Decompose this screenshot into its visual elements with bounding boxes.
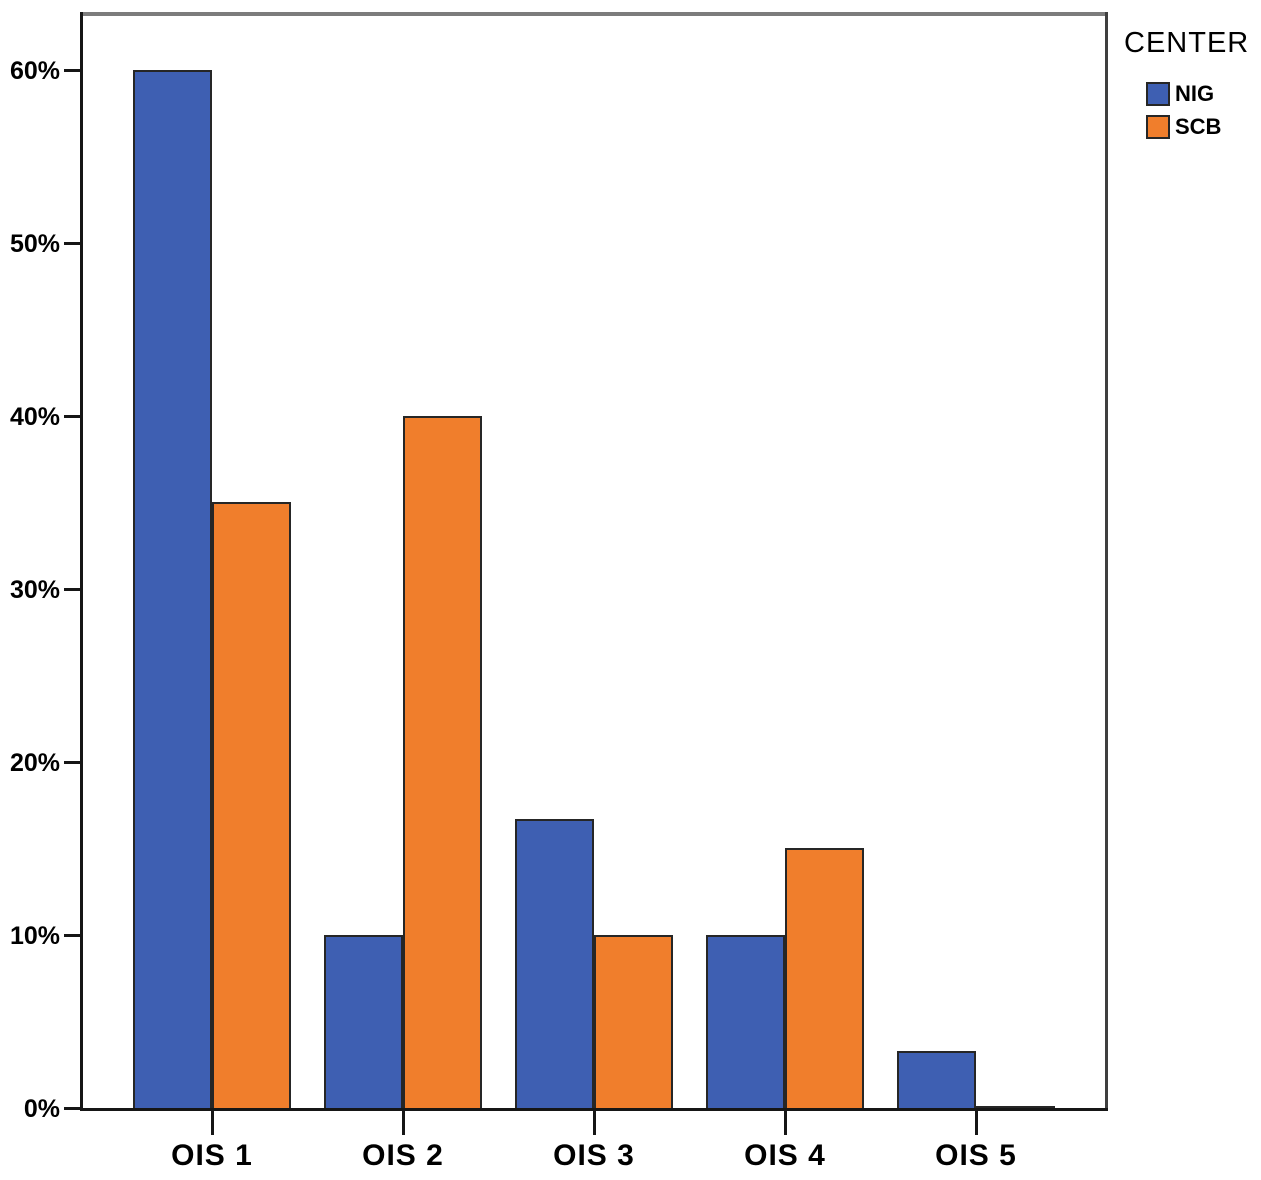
y-tick-label-50: 50% [9,230,60,258]
y-tick-20 [64,761,80,764]
y-tick-label-10: 10% [9,922,60,950]
legend-swatch-scb [1146,115,1170,139]
legend-items: NIG SCB [1146,82,1249,139]
x-tick-ois-3 [593,1111,596,1135]
bar-nig-ois-5 [897,1051,976,1108]
plot-frame-right [1105,12,1108,1111]
bar-scb-ois-2 [403,416,482,1108]
bar-scb-ois-5 [976,1106,1055,1108]
legend-item-scb: SCB [1146,115,1249,139]
bar-nig-ois-3 [515,819,594,1108]
x-tick-ois-5 [975,1111,978,1135]
y-tick-label-40: 40% [9,403,60,431]
category-label-ois-1: OIS 1 [171,1139,253,1172]
y-tick-10 [64,934,80,937]
y-tick-label-0: 0% [23,1095,60,1123]
category-label-ois-5: OIS 5 [935,1139,1017,1172]
legend: CENTER NIG SCB [1124,27,1249,148]
legend-item-nig: NIG [1146,82,1249,106]
category-label-ois-2: OIS 2 [362,1139,444,1172]
y-tick-30 [64,588,80,591]
legend-label-scb: SCB [1175,114,1222,139]
legend-label-nig: NIG [1175,81,1215,106]
x-axis-line [80,1108,1108,1111]
y-tick-40 [64,415,80,418]
y-tick-50 [64,242,80,245]
legend-swatch-nig [1146,82,1170,106]
x-tick-ois-1 [211,1111,214,1135]
y-tick-label-60: 60% [9,57,60,85]
y-tick-60 [64,69,80,72]
category-label-ois-4: OIS 4 [744,1139,826,1172]
bar-nig-ois-2 [324,935,403,1108]
bar-nig-ois-1 [133,70,212,1108]
bar-nig-ois-4 [706,935,785,1108]
bar-scb-ois-4 [785,848,864,1108]
y-axis-line [80,12,83,1111]
bar-scb-ois-3 [594,935,673,1108]
category-label-ois-3: OIS 3 [553,1139,635,1172]
legend-title: CENTER [1124,27,1250,59]
x-tick-ois-2 [402,1111,405,1135]
x-tick-ois-4 [784,1111,787,1135]
y-tick-label-20: 20% [9,749,60,777]
y-tick-label-30: 30% [9,576,60,604]
y-tick-0 [64,1107,80,1110]
plot-frame-top [80,12,1108,16]
bar-scb-ois-1 [212,502,291,1108]
